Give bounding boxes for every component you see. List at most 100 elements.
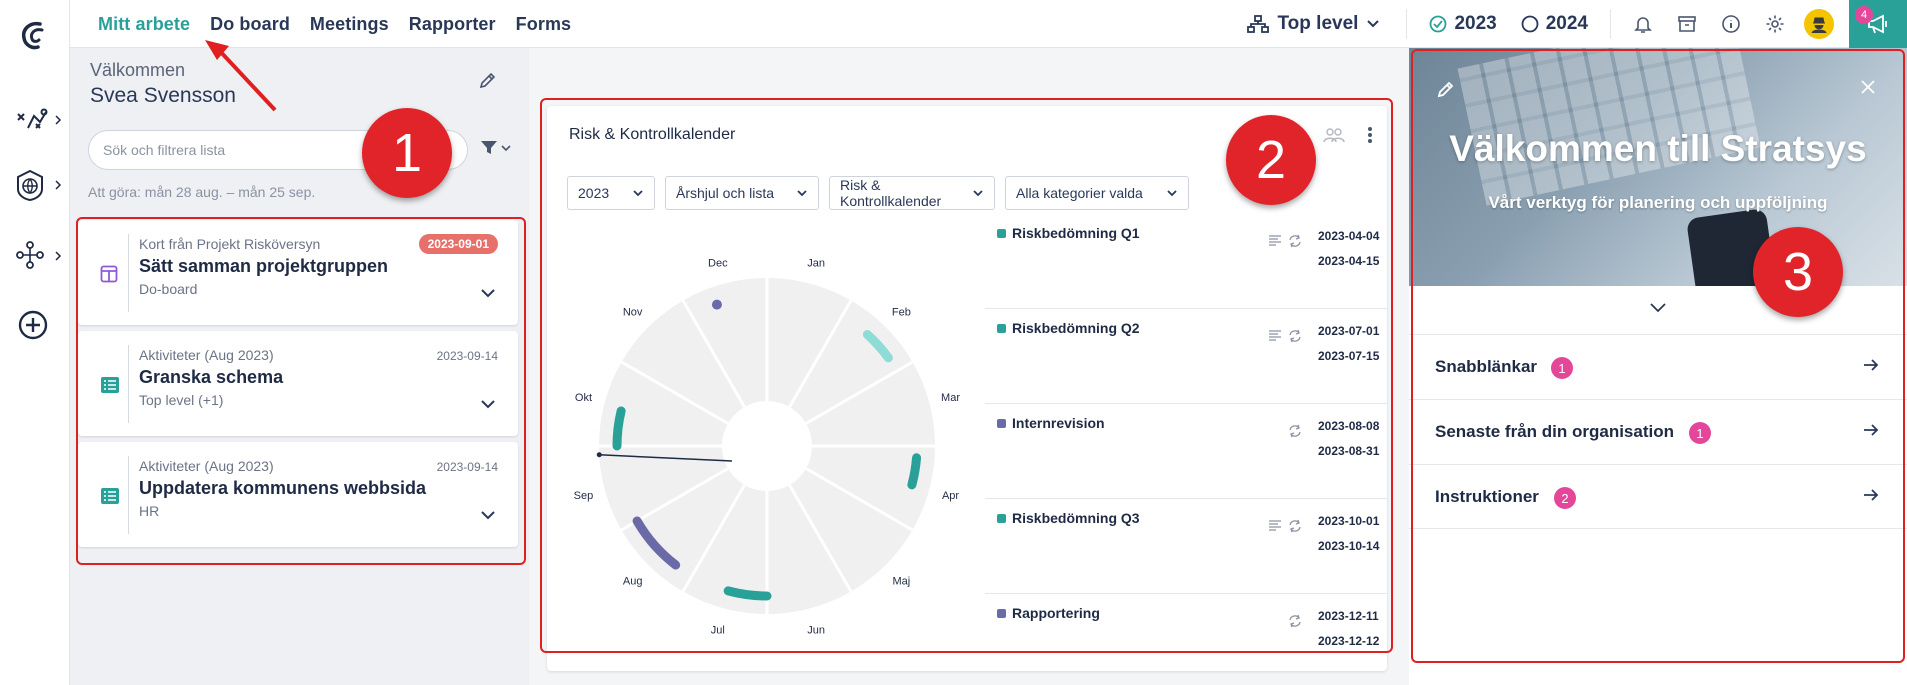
month-label: Feb [892, 307, 911, 319]
event-row[interactable]: Riskbedömning Q2 2023-07-01 2023-07-15 [985, 309, 1387, 404]
main-nav: Mitt arbete Do board Meetings Rapporter … [98, 0, 571, 48]
event-arc [723, 586, 772, 601]
month-label: Apr [942, 490, 959, 502]
event-end-date: 2023-07-15 [1318, 349, 1380, 363]
nav-meetings[interactable]: Meetings [309, 13, 389, 34]
today-hand [599, 454, 733, 462]
month-divider [681, 484, 746, 593]
annotation-number-1: 1 [362, 108, 452, 198]
strategy-icon[interactable] [14, 104, 62, 134]
event-end-date: 2023-10-14 [1318, 539, 1380, 553]
app-sidebar [0, 0, 70, 685]
chevron-down-icon[interactable] [1649, 302, 1667, 314]
widget-title: Risk & Kontrollkalender [569, 126, 736, 143]
year-wheel[interactable]: Jan Feb Mar Apr Maj Jun Jul Aug Sep Okt Nov Dec [567, 236, 977, 656]
card-context: Do-board [139, 281, 198, 297]
year-2023-label: 2023 [1454, 13, 1497, 34]
nav-do-board[interactable]: Do board [210, 13, 290, 34]
event-start-date: 2023-07-01 [1318, 324, 1380, 338]
month-label: Sep [574, 490, 594, 502]
wheel-center [722, 401, 812, 491]
event-row[interactable]: Riskbedömning Q1 2023-04-04 2023-04-15 [985, 214, 1387, 309]
event-row[interactable]: Internrevision 2023-08-08 2023-08-31 [985, 404, 1387, 499]
card-title: Uppdatera kommunens webbsida [139, 478, 427, 498]
org-icon[interactable] [14, 240, 62, 270]
link-snabblankar[interactable]: Snabblänkar 1 [1409, 334, 1907, 399]
link-label: Snabblänkar [1435, 357, 1538, 376]
welcome-text: Välkommen [90, 60, 186, 80]
more-menu-icon[interactable] [1367, 126, 1373, 144]
dropdown-value: Årshjul och lista [676, 185, 775, 201]
todo-range: Att göra: mån 28 aug. – mån 25 sep. [88, 184, 316, 200]
year-2023[interactable]: 2023 [1429, 13, 1497, 35]
chevron-down-icon[interactable] [480, 399, 496, 409]
view-dropdown[interactable]: Årshjul och lista [665, 176, 819, 210]
event-marker [711, 299, 722, 310]
megaphone-icon [1866, 13, 1890, 35]
user-avatar[interactable] [1797, 0, 1841, 48]
activity-list-icon [100, 376, 120, 394]
filter-button[interactable] [480, 140, 512, 156]
month-label: Jun [807, 625, 825, 637]
close-icon[interactable] [1860, 79, 1876, 95]
filter-icon [480, 140, 498, 156]
month-divider [681, 299, 746, 408]
nav-mitt-arbete[interactable]: Mitt arbete [98, 13, 191, 34]
card-context: HR [139, 503, 160, 519]
month-label: Dec [708, 257, 728, 269]
user-name: Svea Svensson [90, 84, 236, 107]
event-row[interactable]: Rapportering 2023-12-11 2023-12-12 [985, 594, 1387, 685]
recurring-icon [1288, 234, 1302, 248]
event-color-dot [997, 419, 1006, 428]
task-card[interactable]: Aktiviteter (Aug 2023) Granska schema To… [78, 331, 518, 436]
event-start-date: 2023-12-11 [1318, 609, 1379, 623]
chevron-down-icon [1166, 189, 1178, 197]
my-work-panel: Välkommen Svea Svensson Sök och filtrera… [70, 48, 529, 685]
card-source: Aktiviteter (Aug 2023) [139, 458, 274, 474]
chevron-down-icon [500, 144, 512, 152]
bell-icon[interactable] [1621, 0, 1665, 48]
nav-rapporter[interactable]: Rapporter [408, 13, 496, 34]
link-instruktioner[interactable]: Instruktioner 2 [1409, 464, 1907, 529]
event-name: Riskbedömning Q2 [1012, 320, 1140, 336]
globe-icon[interactable] [14, 169, 62, 201]
link-senaste[interactable]: Senaste från din organisation 1 [1409, 399, 1907, 464]
dropdown-value: Alla kategorier valda [1016, 185, 1143, 201]
stratsys-logo-icon[interactable] [18, 20, 50, 54]
card-divider [128, 456, 129, 534]
event-arc [862, 330, 893, 363]
info-icon[interactable] [1709, 0, 1753, 48]
year-2024[interactable]: 2024 [1521, 13, 1588, 35]
welcome-links: Snabblänkar 1 Senaste från din organisat… [1409, 334, 1907, 529]
card-source: Aktiviteter (Aug 2023) [139, 347, 274, 363]
task-card[interactable]: Aktiviteter (Aug 2023) Uppdatera kommune… [78, 442, 518, 547]
event-start-date: 2023-10-01 [1318, 514, 1380, 528]
month-divider [805, 360, 914, 425]
add-icon[interactable] [18, 310, 48, 340]
edit-pencil-icon[interactable] [1436, 79, 1456, 99]
category-dropdown[interactable]: Alla kategorier valda [1005, 176, 1189, 210]
users-icon[interactable] [1323, 127, 1345, 143]
month-divider [788, 299, 853, 408]
event-color-dot [997, 324, 1006, 333]
chevron-down-icon[interactable] [480, 510, 496, 520]
edit-pencil-icon[interactable] [478, 70, 498, 90]
nav-forms[interactable]: Forms [515, 13, 572, 34]
calendar-dropdown[interactable]: Risk & Kontrollkalender [829, 176, 995, 210]
month-label: Aug [623, 575, 643, 587]
year-dropdown[interactable]: 2023 [567, 176, 655, 210]
task-card[interactable]: Kort från Projekt Risköversyn Sätt samma… [78, 220, 518, 325]
gear-icon[interactable] [1753, 0, 1797, 48]
hero-title: Välkommen till Stratsys [1449, 128, 1867, 169]
event-name: Riskbedömning Q1 [1012, 225, 1140, 241]
archive-icon[interactable] [1665, 0, 1709, 48]
check-circle-icon [1429, 15, 1447, 33]
event-row[interactable]: Riskbedömning Q3 2023-10-01 2023-10-14 [985, 499, 1387, 594]
annotation-number-2: 2 [1226, 115, 1316, 205]
card-date: 2023-09-14 [436, 349, 498, 363]
chevron-down-icon[interactable] [480, 288, 496, 298]
level-selector[interactable]: Top level [1247, 13, 1380, 35]
event-color-dot [997, 229, 1006, 238]
announcements-button[interactable]: 4 [1849, 0, 1907, 48]
divider [1406, 9, 1408, 39]
